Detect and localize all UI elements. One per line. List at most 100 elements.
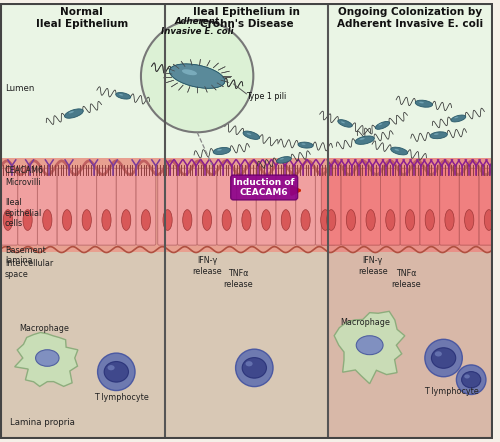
Ellipse shape [170, 64, 225, 88]
FancyBboxPatch shape [57, 168, 77, 245]
Ellipse shape [242, 210, 251, 230]
FancyBboxPatch shape [256, 168, 276, 245]
Circle shape [141, 20, 254, 132]
FancyBboxPatch shape [158, 168, 178, 245]
Circle shape [425, 339, 463, 377]
Ellipse shape [64, 109, 84, 118]
Text: Induction of
CEACAM6: Induction of CEACAM6 [234, 178, 295, 197]
Ellipse shape [366, 210, 375, 230]
Text: Normal
Ileal Epithelium: Normal Ileal Epithelium [36, 7, 128, 29]
Ellipse shape [108, 365, 114, 370]
Text: IFN-γ
release: IFN-γ release [358, 256, 388, 276]
FancyBboxPatch shape [236, 168, 256, 245]
Ellipse shape [406, 210, 414, 230]
Ellipse shape [462, 372, 481, 388]
FancyBboxPatch shape [328, 251, 493, 439]
Ellipse shape [432, 348, 456, 368]
Ellipse shape [202, 210, 211, 230]
Ellipse shape [301, 210, 310, 230]
Ellipse shape [213, 148, 230, 155]
Ellipse shape [355, 136, 374, 145]
Ellipse shape [36, 350, 59, 366]
Text: Adherent
Invasive E. coli: Adherent Invasive E. coli [161, 17, 234, 36]
Ellipse shape [182, 210, 192, 230]
Text: Intercellular
space: Intercellular space [5, 259, 53, 279]
FancyBboxPatch shape [322, 168, 341, 245]
Text: Ileal Epithelium in
Crohn's Disease: Ileal Epithelium in Crohn's Disease [193, 7, 300, 29]
Ellipse shape [119, 94, 123, 95]
Ellipse shape [454, 117, 458, 118]
Ellipse shape [4, 210, 13, 230]
Text: T lymphocyte: T lymphocyte [424, 387, 478, 396]
Text: TNFα
release: TNFα release [392, 269, 421, 289]
Ellipse shape [320, 210, 330, 230]
Ellipse shape [346, 210, 356, 230]
Ellipse shape [391, 147, 407, 155]
Ellipse shape [360, 138, 364, 140]
FancyBboxPatch shape [96, 168, 116, 245]
FancyBboxPatch shape [38, 168, 57, 245]
FancyBboxPatch shape [420, 168, 440, 245]
Ellipse shape [104, 362, 128, 382]
FancyBboxPatch shape [18, 168, 38, 245]
FancyBboxPatch shape [341, 168, 361, 245]
Ellipse shape [282, 210, 290, 230]
Text: Basement
lamina: Basement lamina [5, 246, 46, 265]
Ellipse shape [262, 210, 271, 230]
Ellipse shape [276, 156, 291, 163]
Ellipse shape [356, 336, 383, 354]
Ellipse shape [386, 210, 395, 230]
Ellipse shape [82, 210, 92, 230]
FancyBboxPatch shape [0, 251, 493, 439]
FancyBboxPatch shape [217, 168, 236, 245]
Ellipse shape [182, 69, 197, 75]
Ellipse shape [435, 351, 442, 357]
Ellipse shape [170, 64, 225, 88]
Text: Macrophage: Macrophage [20, 324, 70, 333]
Ellipse shape [430, 132, 448, 139]
FancyBboxPatch shape [400, 168, 420, 245]
Ellipse shape [416, 100, 432, 107]
FancyBboxPatch shape [361, 168, 380, 245]
Ellipse shape [62, 210, 72, 230]
Ellipse shape [242, 358, 266, 378]
FancyBboxPatch shape [116, 168, 136, 245]
Ellipse shape [425, 210, 434, 230]
Text: Type 1 pili: Type 1 pili [246, 92, 286, 101]
Ellipse shape [163, 210, 172, 230]
FancyBboxPatch shape [440, 168, 460, 245]
Text: Lamina propria: Lamina propria [10, 418, 74, 427]
Text: Ileal
epithelial
cells: Ileal epithelial cells [5, 198, 42, 228]
Circle shape [456, 365, 486, 395]
FancyBboxPatch shape [296, 168, 316, 245]
Polygon shape [14, 332, 78, 386]
Ellipse shape [378, 123, 382, 126]
Text: Lumen: Lumen [5, 84, 34, 93]
Ellipse shape [102, 210, 111, 230]
Polygon shape [334, 311, 405, 384]
FancyBboxPatch shape [136, 168, 156, 245]
Ellipse shape [394, 149, 399, 151]
Circle shape [98, 353, 135, 391]
FancyBboxPatch shape [178, 168, 197, 245]
Ellipse shape [42, 210, 52, 230]
Text: Ongoing Colonization by
Adherent Invasive E. coli: Ongoing Colonization by Adherent Invasiv… [337, 7, 483, 29]
FancyBboxPatch shape [479, 168, 499, 245]
FancyBboxPatch shape [0, 3, 493, 168]
Circle shape [236, 349, 273, 387]
Ellipse shape [23, 210, 32, 230]
Ellipse shape [341, 122, 345, 123]
Ellipse shape [464, 210, 474, 230]
Ellipse shape [302, 143, 306, 145]
Ellipse shape [116, 92, 130, 99]
Ellipse shape [68, 111, 74, 114]
Ellipse shape [122, 210, 131, 230]
Ellipse shape [338, 120, 352, 127]
Text: CEACAM6: CEACAM6 [5, 166, 44, 175]
Ellipse shape [280, 158, 284, 160]
Ellipse shape [142, 210, 150, 230]
Text: Macrophage: Macrophage [340, 318, 390, 327]
Ellipse shape [419, 102, 424, 103]
Ellipse shape [376, 122, 390, 130]
FancyBboxPatch shape [77, 168, 96, 245]
